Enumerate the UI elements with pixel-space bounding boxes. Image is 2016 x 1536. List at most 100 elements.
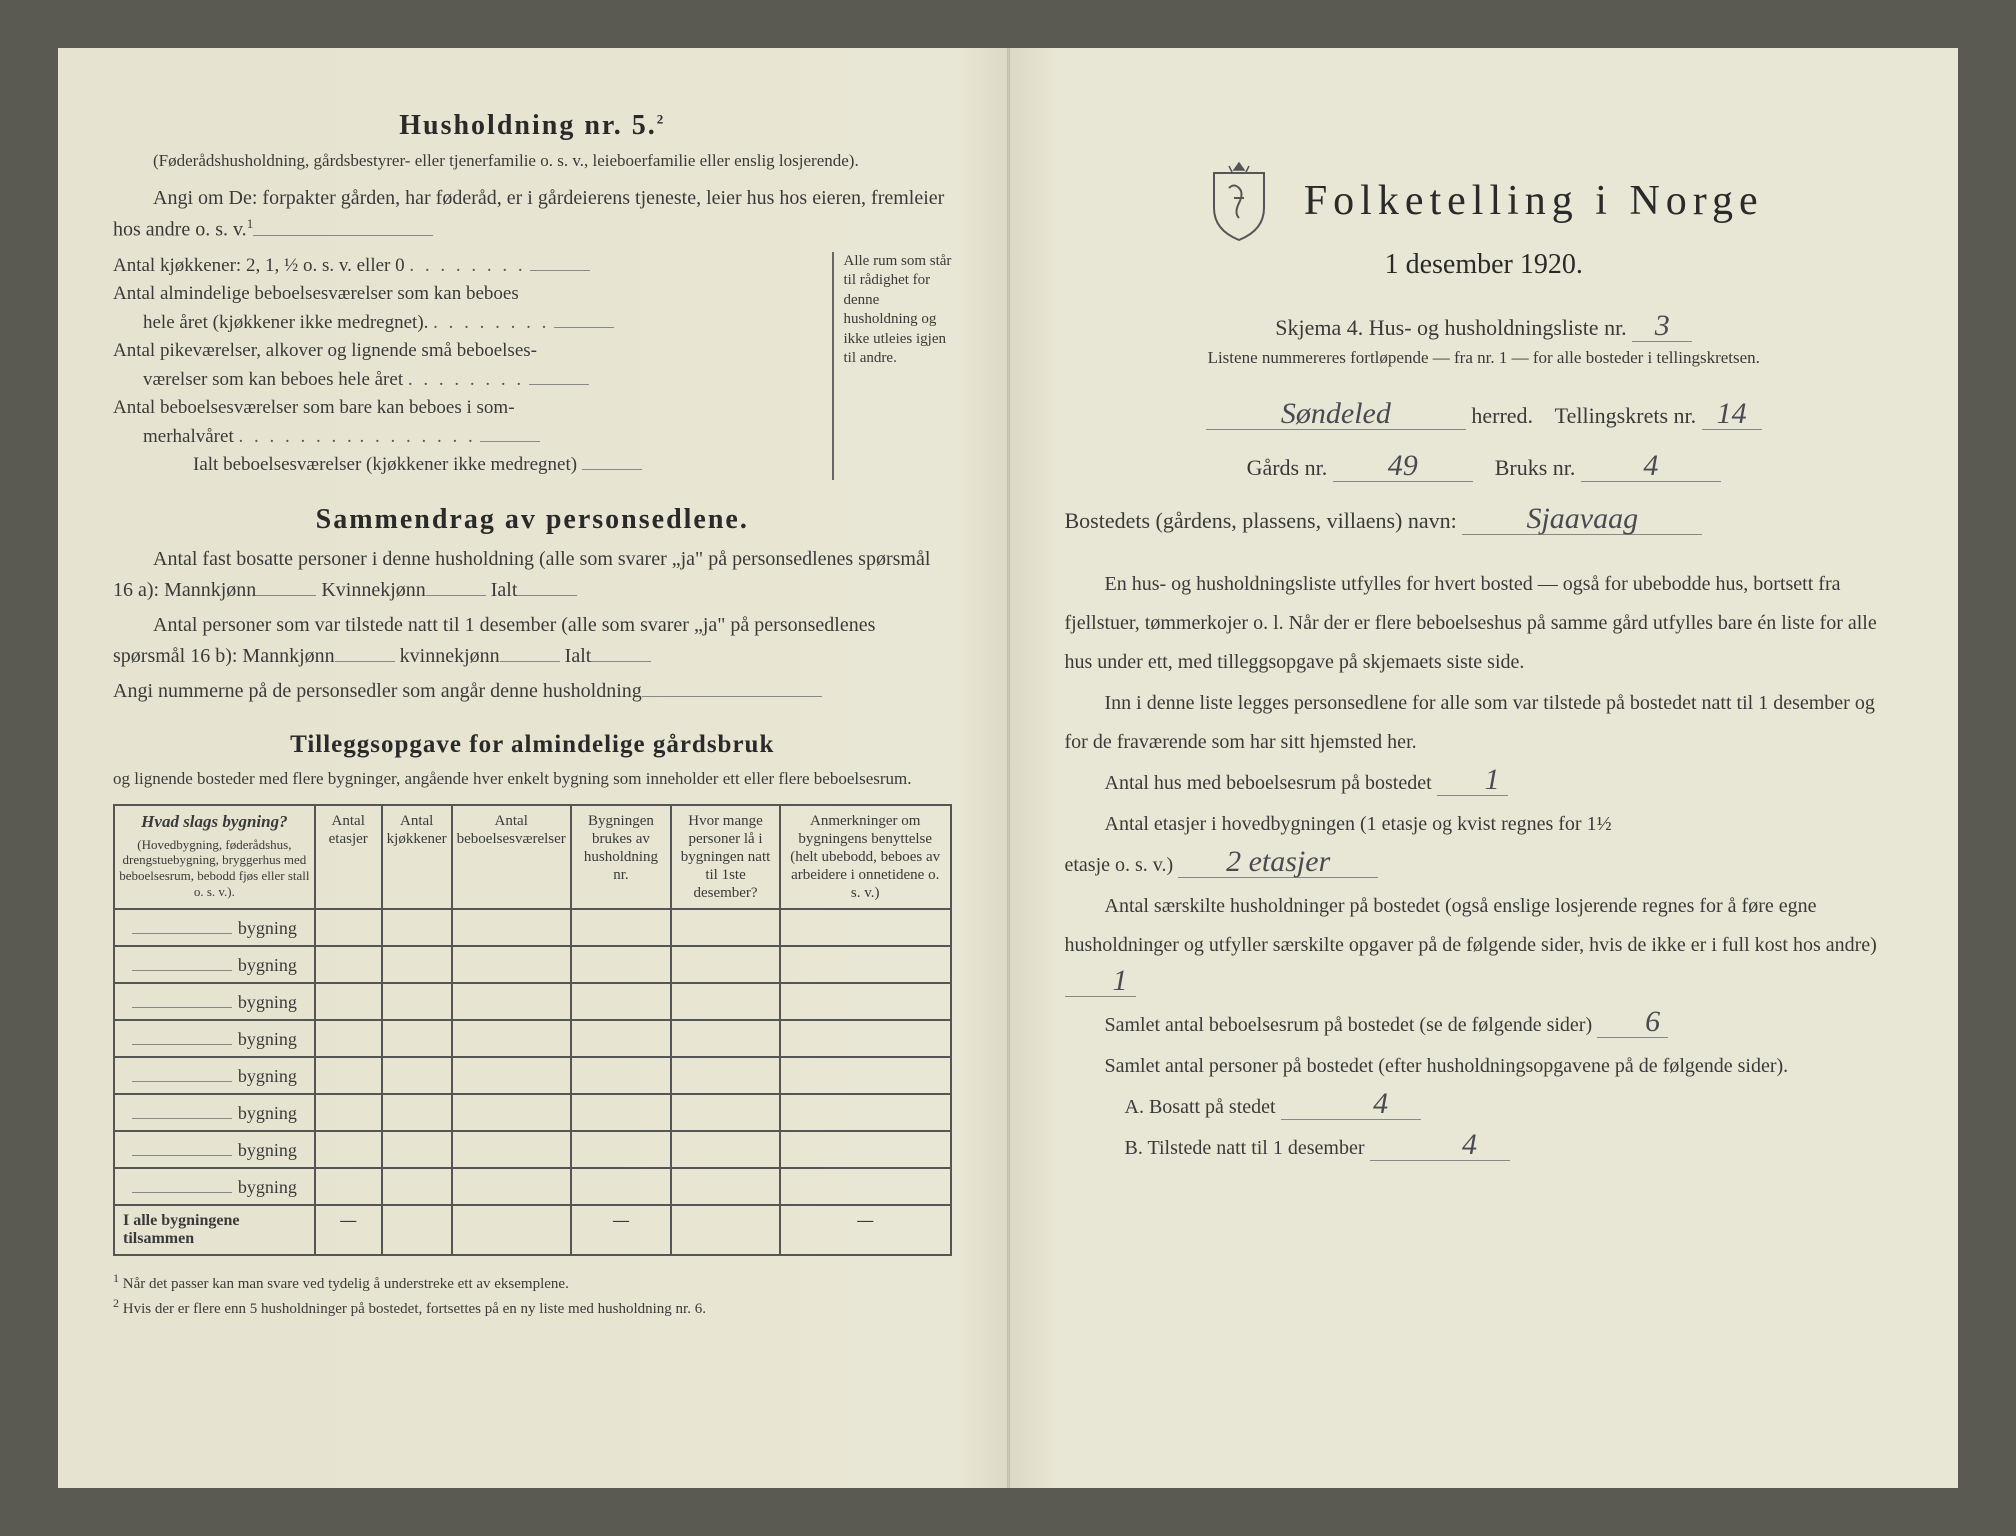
saerskilt-value: 1 [1065,966,1136,997]
left-page: Husholdning nr. 5.2 (Føderådshusholdning… [58,48,1007,1488]
skjema-line: Skjema 4. Hus- og husholdningsliste nr. … [1065,311,1904,342]
ialt-blank [582,451,642,470]
tillegg-sub: og lignende bosteder med flere bygninger… [113,767,952,791]
etasjer-line2: etasje o. s. v.) 2 etasjer [1065,846,1904,885]
samlet-rum-line: Samlet antal beboelsesrum på bostedet (s… [1065,1006,1904,1045]
pike-blank [529,366,589,385]
antal-hus-line: Antal hus med beboelsesrum på bostedet 1 [1065,764,1904,803]
room-lines: Antal kjøkkener: 2, 1, ½ o. s. v. eller … [113,252,822,480]
samm2-b2 [500,642,560,662]
saerskilt-line: Antal særskilte husholdninger på bostede… [1065,887,1904,1004]
pike-line1: Antal pikeværelser, alkover og lignende … [113,337,822,366]
room-side-note: Alle rum som står til rådighet for denne… [832,252,952,480]
total-c2 [452,1205,571,1255]
table-total-row: I alle bygningene tilsammen — — — [114,1205,951,1255]
samm3-text: Angi nummerne på de personsedler som ang… [113,680,642,702]
herred-label: herred. [1471,403,1533,428]
th-kjokkener: Antal kjøkkener [382,805,452,909]
kjokken-blank [530,252,590,271]
samlet-rum-label: Samlet antal beboelsesrum på bostedet (s… [1105,1014,1593,1036]
footnote-1: 1 Når det passer kan man svare ved tydel… [113,1270,952,1294]
herred-value: Søndeled [1206,399,1466,430]
total-dash1: — [315,1205,382,1255]
almindelig-line2: hele året (kjøkkener ikke medregnet). [143,309,822,338]
instruction-p2: Inn i denne liste legges personsedlene f… [1065,684,1904,762]
gards-value: 49 [1333,451,1473,482]
husholdning-heading: Husholdning nr. 5.2 [113,110,952,142]
etasjer-value: 2 etasjer [1178,847,1378,878]
document-spread: Husholdning nr. 5.2 (Føderådshusholdning… [58,48,1958,1488]
th1-sub: (Hovedbygning, føderådshus, drengstuebyg… [119,837,310,899]
pike2-text: værelser som kan beboes hele året [143,369,403,390]
subtitle-date: 1 desember 1920. [1065,249,1904,281]
table-row: bygning [114,1094,951,1131]
samm-p2: Antal personer som var tilstede natt til… [113,610,952,672]
bygning-cell: bygning [114,1094,315,1131]
instruction-p1: En hus- og husholdningsliste utfylles fo… [1065,565,1904,682]
samlet-rum-value: 6 [1597,1007,1668,1038]
bygning-cell: bygning [114,946,315,983]
etasjer-line: Antal etasjer i hovedbygningen (1 etasje… [1065,805,1904,844]
body-text-block: En hus- og husholdningsliste utfylles fo… [1065,565,1904,1168]
bygning-cell: bygning [114,1168,315,1205]
table-row: bygning [114,983,951,1020]
table-row: bygning [114,946,951,983]
saerskilt-label: Antal særskilte husholdninger på bostede… [1065,895,1877,956]
total-dash2: — [571,1205,671,1255]
almindelig-line1: Antal almindelige beboelsesværelser som … [113,280,822,309]
bosted-value: Sjaavaag [1462,504,1702,535]
room-block: Antal kjøkkener: 2, 1, ½ o. s. v. eller … [113,252,952,480]
husholdning-sup: 2 [657,112,666,127]
samm1-b1 [256,576,316,596]
kjokken-line: Antal kjøkkener: 2, 1, ½ o. s. v. eller … [113,252,822,281]
ialt-text: Ialt beboelsesværelser (kjøkkener ikke m… [193,454,577,475]
krets-label: Tellingskrets nr. [1555,403,1696,428]
bygning-cell: bygning [114,1131,315,1168]
alm2-text: hele året (kjøkkener ikke medregnet). [143,312,428,333]
samm1-ialt: Ialt [491,579,518,601]
table-row: bygning [114,1168,951,1205]
skjema-instruction: Listene nummereres fortløpende — fra nr.… [1065,348,1904,368]
fn1-text: Når det passer kan man svare ved tydelig… [123,1276,569,1292]
total-label: I alle bygningene tilsammen [114,1205,315,1255]
tillegg-heading: Tilleggsopgave for almindelige gårdsbruk [113,731,952,759]
husholdning-note: (Føderådshusholdning, gårdsbestyrer- ell… [153,150,952,173]
etasjer-label2: etasje o. s. v.) [1065,854,1174,876]
bygning-cell: bygning [114,1020,315,1057]
b-label: B. Tilstede natt til 1 desember [1125,1137,1365,1159]
bygning-cell: bygning [114,1057,315,1094]
table-row: bygning [114,909,951,946]
footnotes: 1 Når det passer kan man svare ved tydel… [113,1270,952,1319]
total-dash3: — [780,1205,951,1255]
th-bygning: Hvad slags bygning? (Hovedbygning, føder… [114,805,315,909]
sommer-line2: merhalvåret [143,423,822,452]
som2-text: merhalvåret [143,426,234,447]
samm1-kvin: Kvinnekjønn [321,579,425,601]
krets-value: 14 [1702,399,1762,430]
th1-main: Hvad slags bygning? [119,812,310,832]
fn2-num: 2 [113,1296,119,1310]
bygning-cell: bygning [114,909,315,946]
footnote-2: 2 Hvis der er flere enn 5 husholdninger … [113,1295,952,1319]
gards-label: Gårds nr. [1247,455,1328,480]
samm2-kvin: kvinnekjønn [400,645,500,667]
husholdning-title: Husholdning nr. 5. [399,110,657,141]
table-header-row: Hvad slags bygning? (Hovedbygning, føder… [114,805,951,909]
samm1-b2 [426,576,486,596]
line-a: A. Bosatt på stedet 4 [1065,1088,1904,1127]
main-title: Folketelling i Norge [1304,177,1764,225]
samlet-pers-line: Samlet antal personer på bostedet (efter… [1065,1047,1904,1086]
herred-line: Søndeled herred. Tellingskrets nr. 14 [1065,392,1904,440]
samm3-blank [642,677,822,697]
fn2-text: Hvis der er flere enn 5 husholdninger på… [123,1301,706,1317]
bosted-label: Bostedets (gårdens, plassens, villaens) … [1065,508,1457,533]
a-label: A. Bosatt på stedet [1125,1096,1276,1118]
alm-blank [554,309,614,328]
total-c1 [382,1205,452,1255]
angi-paragraph: Angi om De: forpakter gården, har føderå… [113,183,952,246]
gards-line: Gårds nr. 49 Bruks nr. 4 [1065,444,1904,492]
samm2-b3 [591,642,651,662]
coat-of-arms-icon [1204,158,1274,243]
bygning-cell: bygning [114,983,315,1020]
fn1-num: 1 [113,1271,119,1285]
